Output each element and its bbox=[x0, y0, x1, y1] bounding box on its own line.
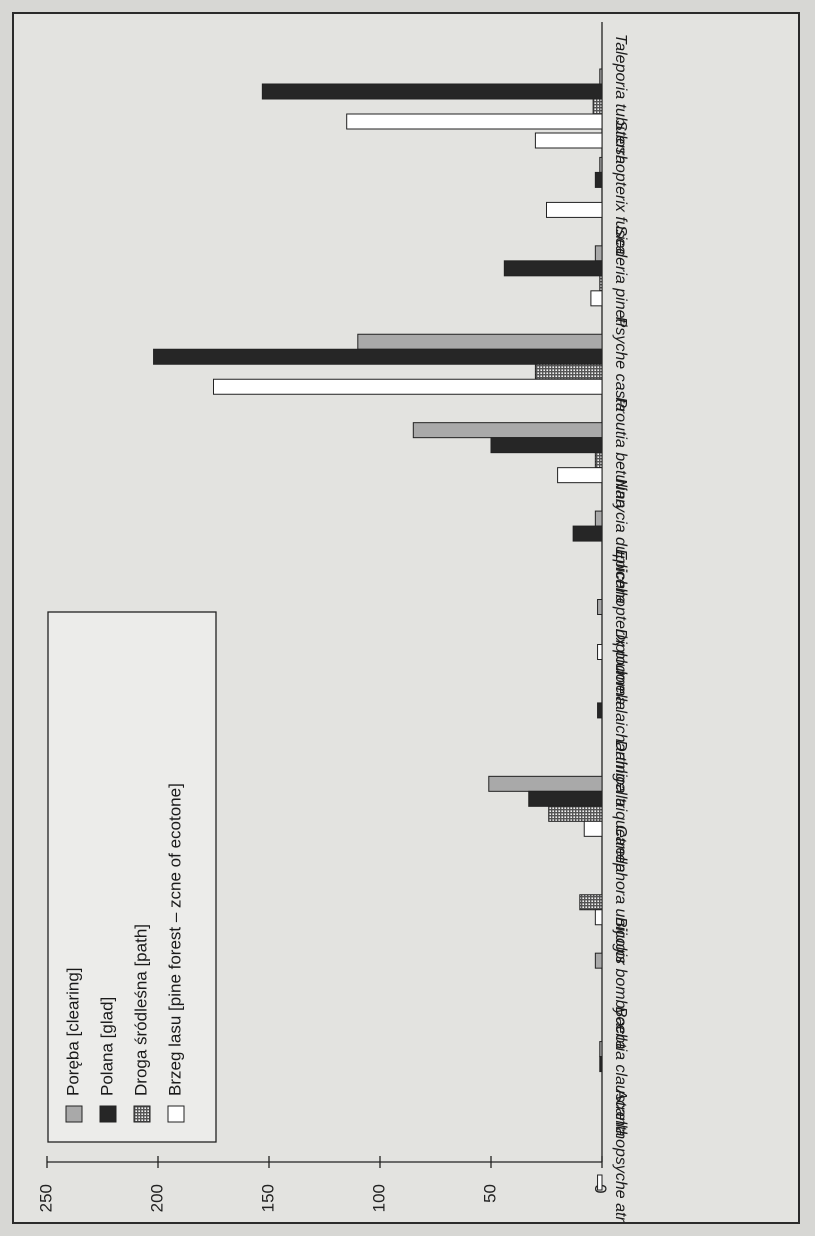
bar bbox=[503, 260, 603, 277]
bar bbox=[357, 333, 603, 350]
bar bbox=[594, 245, 603, 262]
category-label: Bijugis bombycella bbox=[612, 917, 629, 1050]
category-label: Canephora unicolor bbox=[612, 825, 629, 965]
legend-entry: Poręba [clearing] bbox=[63, 967, 82, 1096]
bar bbox=[534, 363, 603, 380]
category-label: Acanthopsyche atra bbox=[612, 1088, 629, 1222]
category-label: Psyche casta bbox=[612, 317, 629, 412]
bar bbox=[546, 201, 603, 218]
bar bbox=[213, 378, 603, 395]
category-label: Siederia pineti bbox=[612, 225, 629, 327]
bar bbox=[490, 437, 603, 454]
bar bbox=[590, 290, 603, 307]
y-tick-label: 150 bbox=[258, 1184, 277, 1212]
legend-entry: Polana [glad] bbox=[97, 997, 116, 1096]
category-label: Bacotia claustrella bbox=[612, 1007, 629, 1137]
bar bbox=[594, 952, 603, 969]
legend-swatch bbox=[167, 1105, 185, 1123]
category-label: Sterrhopterix fusca bbox=[612, 120, 629, 254]
bar bbox=[597, 702, 603, 719]
category-label: Narycia duplicella bbox=[612, 478, 629, 603]
bar bbox=[153, 348, 603, 365]
bar bbox=[534, 132, 603, 149]
legend-swatch bbox=[65, 1105, 83, 1123]
legend-entry: Droga śródleśna [path] bbox=[131, 924, 150, 1096]
bar bbox=[412, 422, 603, 439]
legend-box bbox=[47, 611, 217, 1143]
bar bbox=[583, 820, 603, 837]
bar bbox=[261, 83, 603, 100]
legend-entry: Brzeg lasu [pine forest – zcne of ecoton… bbox=[165, 783, 184, 1096]
bar bbox=[597, 599, 603, 615]
bar bbox=[594, 452, 603, 469]
bar bbox=[579, 894, 603, 911]
bar bbox=[557, 467, 603, 484]
y-tick-label: 200 bbox=[147, 1184, 166, 1212]
bar bbox=[572, 525, 603, 542]
bar bbox=[599, 68, 603, 85]
category-label: Epichnopterix plumella bbox=[612, 549, 629, 710]
y-tick-label: 100 bbox=[369, 1184, 388, 1212]
bar bbox=[488, 775, 603, 792]
category-label: Diplodoma laichartingella bbox=[612, 629, 629, 808]
legend-swatch bbox=[99, 1105, 117, 1123]
bar bbox=[599, 1041, 603, 1058]
bar-chart: 050100150200250 Acanthopsyche atraBacoti… bbox=[36, 22, 629, 1222]
category-label: Dahlica triquetrella bbox=[612, 740, 629, 873]
bar bbox=[599, 156, 603, 173]
bar bbox=[599, 275, 603, 292]
bar bbox=[597, 1174, 603, 1191]
bar bbox=[594, 510, 603, 527]
category-label: Proutia betulina bbox=[612, 397, 629, 508]
y-tick-label: 250 bbox=[36, 1184, 55, 1212]
bar bbox=[548, 805, 603, 822]
bars bbox=[153, 68, 603, 1191]
legend: Poręba [clearing] Polana [glad] Droga śród… bbox=[47, 611, 217, 1143]
bar bbox=[599, 1056, 603, 1073]
bar bbox=[594, 171, 603, 188]
y-tick-label: 50 bbox=[480, 1184, 499, 1203]
bar bbox=[594, 909, 603, 926]
chart-frame: 050100150200250 Acanthopsyche atraBacoti… bbox=[12, 12, 800, 1224]
bar bbox=[528, 790, 603, 807]
bar bbox=[597, 644, 603, 660]
legend-swatch bbox=[133, 1105, 151, 1123]
bar bbox=[592, 98, 603, 115]
category-label: Taleporia tubulosa bbox=[612, 34, 629, 164]
bar bbox=[346, 113, 603, 130]
